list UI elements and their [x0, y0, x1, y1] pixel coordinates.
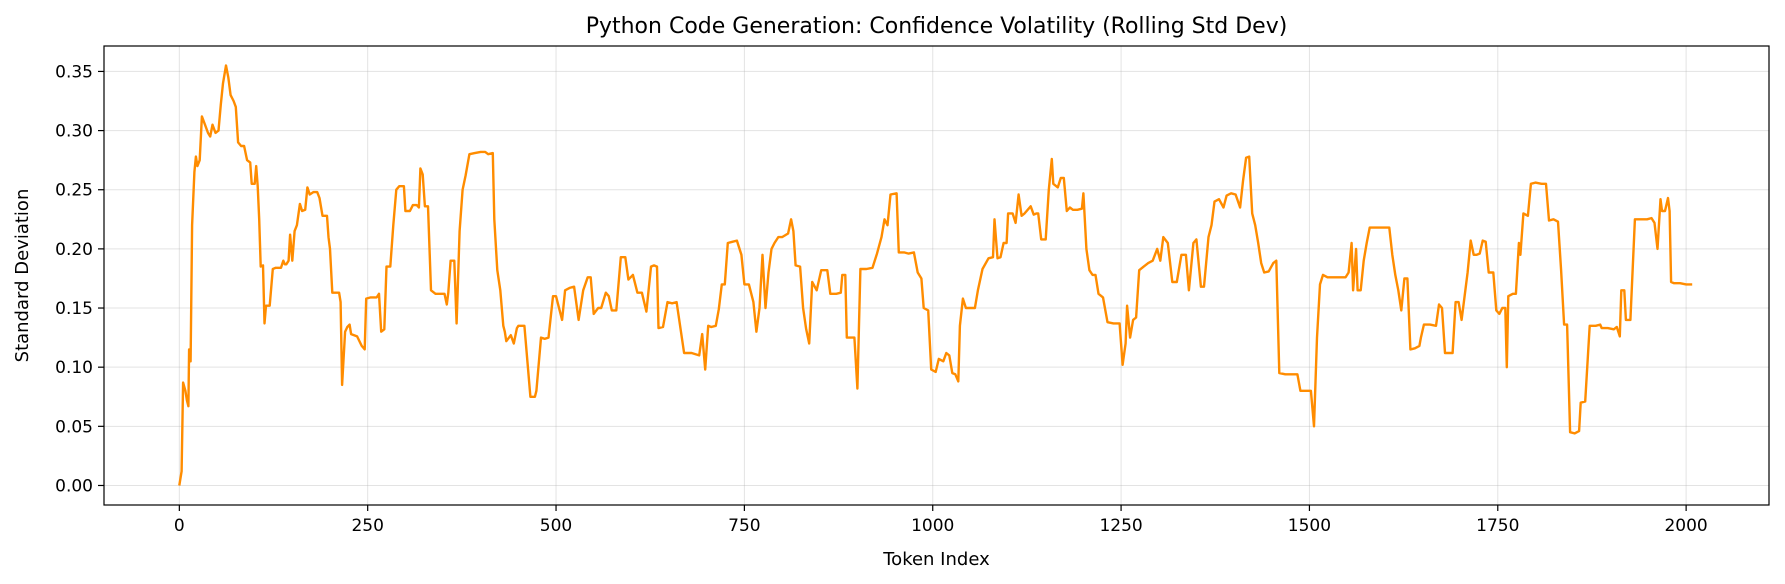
y-tick-label: 0.05: [55, 417, 93, 437]
y-tick-label: 0.20: [55, 240, 93, 260]
y-tick-label: 0.00: [55, 476, 93, 496]
x-tick-label: 750: [728, 516, 760, 536]
x-tick-label: 1500: [1288, 516, 1331, 536]
y-tick-label: 0.35: [55, 62, 93, 82]
y-axis-label: Standard Deviation: [12, 189, 33, 363]
y-tick-label: 0.15: [55, 299, 93, 319]
x-tick-label: 1750: [1476, 516, 1519, 536]
x-tick-label: 2000: [1664, 516, 1707, 536]
y-tick-label: 0.30: [55, 122, 93, 142]
y-axis-ticks: 0.00 0.05 0.10 0.15 0.20 0.25 0.30 0.35: [55, 62, 104, 496]
y-tick-label: 0.10: [55, 358, 93, 378]
series-layer: [178, 64, 1693, 486]
x-axis-ticks: 0 250 500 750 1000 1250 1500 1750 2000: [174, 505, 1708, 536]
x-tick-label: 1000: [911, 516, 954, 536]
series-line: [178, 64, 1693, 486]
x-tick-label: 250: [351, 516, 383, 536]
chart-title: Python Code Generation: Confidence Volat…: [586, 14, 1288, 39]
x-axis-label: Token Index: [882, 549, 990, 570]
x-tick-label: 0: [174, 516, 185, 536]
x-tick-label: 500: [540, 516, 572, 536]
plot-frame: [103, 45, 1770, 506]
y-tick-label: 0.25: [55, 181, 93, 201]
x-tick-label: 1250: [1099, 516, 1142, 536]
grid-lines: [104, 46, 1769, 505]
